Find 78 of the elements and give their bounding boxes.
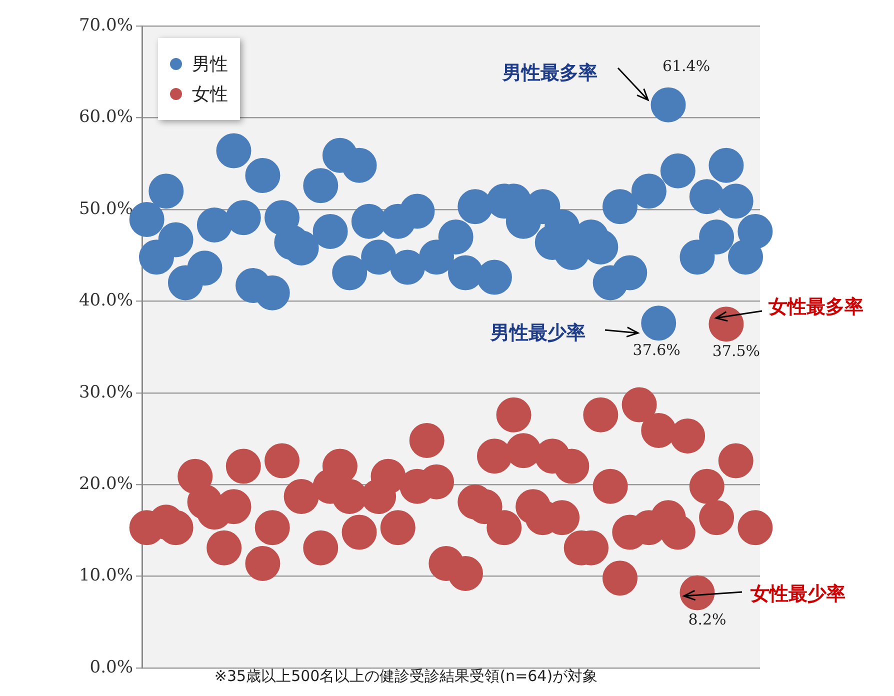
point [303, 168, 338, 204]
point [332, 255, 368, 290]
point [612, 255, 648, 290]
point [718, 443, 754, 478]
point [583, 397, 618, 432]
point [689, 179, 724, 214]
point [554, 448, 590, 484]
point [342, 148, 377, 183]
point [496, 397, 532, 432]
data-label: 8.2% [688, 610, 726, 629]
point [409, 423, 444, 458]
point [245, 158, 280, 193]
point [390, 250, 426, 285]
text: 女性最多率 [768, 296, 864, 318]
point [602, 560, 638, 596]
point [689, 468, 724, 504]
y-tick-label: 60.0% [78, 107, 134, 128]
annotation: ※35歳以上500名以上の健診受診結果受領(n=64)が対象 [214, 666, 598, 685]
point [196, 208, 232, 243]
point [370, 458, 406, 494]
point [226, 448, 261, 484]
point [660, 153, 696, 188]
point [216, 133, 252, 168]
point [380, 510, 416, 546]
point [245, 546, 280, 581]
y-tick-label: 0.0% [90, 657, 134, 678]
point [641, 306, 676, 341]
point [303, 530, 338, 566]
point [312, 214, 348, 249]
point [708, 148, 744, 183]
point [448, 556, 483, 592]
point [602, 189, 638, 224]
point [486, 510, 522, 546]
annotation: 男性最多率 [502, 62, 598, 84]
point [148, 174, 184, 209]
point [264, 443, 300, 478]
point [158, 222, 194, 258]
point [187, 250, 222, 286]
point [592, 468, 628, 504]
point [622, 387, 657, 422]
data-label: 61.4% [662, 56, 710, 75]
point [631, 174, 666, 209]
point [206, 530, 242, 566]
y-tick-label: 50.0% [78, 198, 134, 219]
y-tick-label: 70.0% [78, 15, 134, 36]
point [476, 260, 512, 295]
point [718, 184, 754, 219]
point [284, 478, 319, 514]
point [650, 87, 686, 122]
point [670, 418, 706, 454]
point [641, 412, 676, 448]
data-label: 37.5% [712, 342, 760, 360]
point [226, 200, 261, 236]
annotation: 男性最少率 [490, 322, 586, 344]
point [660, 514, 696, 550]
point [699, 219, 734, 254]
data-label: 37.6% [632, 341, 680, 360]
y-tick-label: 20.0% [78, 474, 134, 494]
legend-label: 女性 [192, 83, 228, 106]
point [680, 575, 715, 610]
point [400, 194, 435, 229]
annotation: 女性最少率 [750, 582, 846, 605]
point [448, 255, 483, 290]
point [506, 433, 541, 468]
point [738, 214, 773, 249]
y-tick-label: 40.0% [78, 290, 134, 311]
point [476, 438, 512, 474]
y-tick-label: 10.0% [78, 566, 134, 586]
point [342, 514, 377, 550]
point [738, 510, 773, 546]
point [458, 189, 493, 224]
point [361, 240, 396, 275]
y-tick-label: 30.0% [78, 382, 134, 402]
point [438, 219, 474, 254]
point [254, 510, 290, 546]
point [699, 500, 734, 536]
point [708, 306, 744, 342]
legend-label: 男性 [192, 53, 228, 76]
